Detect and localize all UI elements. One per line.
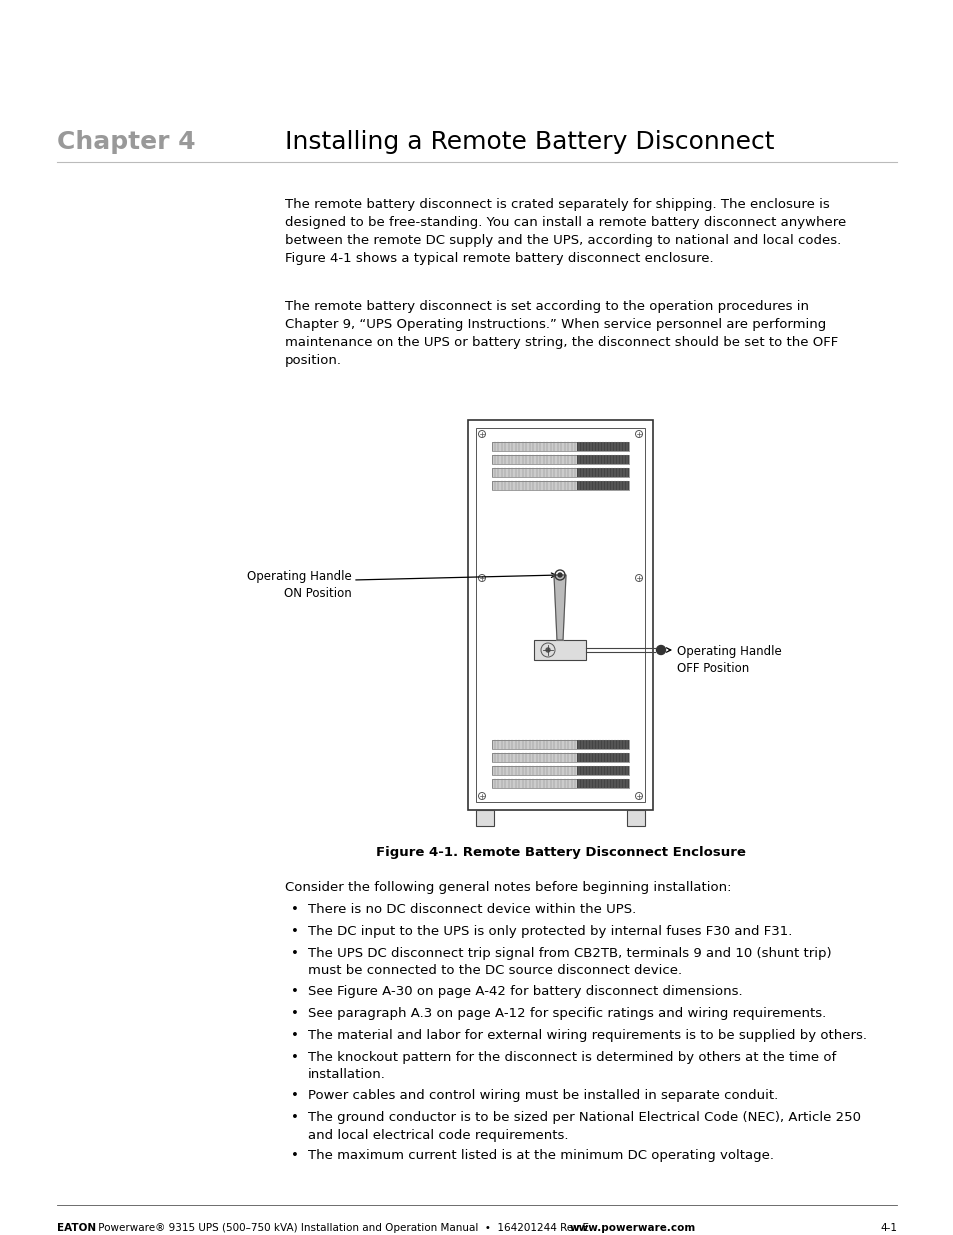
- Circle shape: [558, 573, 561, 577]
- Text: •: •: [291, 986, 298, 998]
- Text: Chapter 4: Chapter 4: [57, 130, 195, 154]
- Bar: [577, 442, 628, 451]
- Text: The UPS DC disconnect trip signal from CB2TB, terminals 9 and 10 (shunt trip)
mu: The UPS DC disconnect trip signal from C…: [308, 947, 831, 977]
- Text: Operating Handle
OFF Position: Operating Handle OFF Position: [677, 645, 781, 676]
- Bar: [492, 480, 628, 490]
- Bar: [492, 468, 628, 477]
- Text: EATON: EATON: [57, 1223, 96, 1233]
- Text: The DC input to the UPS is only protected by internal fuses F30 and F31.: The DC input to the UPS is only protecte…: [308, 925, 792, 939]
- Text: See Figure A-30 on page A-42 for battery disconnect dimensions.: See Figure A-30 on page A-42 for battery…: [308, 986, 741, 998]
- Bar: [468, 420, 652, 810]
- Bar: [492, 779, 577, 788]
- Text: The remote battery disconnect is set according to the operation procedures in
Ch: The remote battery disconnect is set acc…: [285, 300, 838, 367]
- Bar: [492, 480, 577, 490]
- Bar: [492, 779, 628, 788]
- Text: •: •: [291, 947, 298, 960]
- Bar: [577, 468, 628, 477]
- Text: •: •: [291, 925, 298, 939]
- Bar: [577, 480, 628, 490]
- Bar: [577, 454, 628, 464]
- Bar: [492, 442, 628, 451]
- Text: Operating Handle
ON Position: Operating Handle ON Position: [247, 571, 352, 600]
- Text: The ground conductor is to be sized per National Electrical Code (NEC), Article : The ground conductor is to be sized per …: [308, 1112, 861, 1141]
- Text: •: •: [291, 1089, 298, 1102]
- Bar: [492, 442, 577, 451]
- Polygon shape: [554, 576, 565, 640]
- Text: www.powerware.com: www.powerware.com: [569, 1223, 696, 1233]
- Bar: [492, 454, 577, 464]
- Bar: [492, 753, 628, 762]
- Text: •: •: [291, 1112, 298, 1124]
- Text: The maximum current listed is at the minimum DC operating voltage.: The maximum current listed is at the min…: [308, 1149, 773, 1162]
- Text: •: •: [291, 1051, 298, 1065]
- Bar: [476, 429, 644, 802]
- Text: Consider the following general notes before beginning installation:: Consider the following general notes bef…: [285, 881, 731, 894]
- Bar: [492, 753, 577, 762]
- Text: Power cables and control wiring must be installed in separate conduit.: Power cables and control wiring must be …: [308, 1089, 778, 1102]
- Bar: [492, 740, 577, 748]
- Bar: [577, 779, 628, 788]
- Bar: [577, 740, 628, 748]
- Text: 4-1: 4-1: [879, 1223, 896, 1233]
- Circle shape: [545, 648, 550, 652]
- Bar: [577, 753, 628, 762]
- Text: The knockout pattern for the disconnect is determined by others at the time of
i: The knockout pattern for the disconnect …: [308, 1051, 836, 1082]
- Text: •: •: [291, 1149, 298, 1162]
- Text: There is no DC disconnect device within the UPS.: There is no DC disconnect device within …: [308, 903, 636, 916]
- Text: •: •: [291, 1029, 298, 1042]
- Text: Figure 4-1. Remote Battery Disconnect Enclosure: Figure 4-1. Remote Battery Disconnect En…: [375, 846, 744, 860]
- Bar: [492, 468, 577, 477]
- Text: The material and labor for external wiring requirements is to be supplied by oth: The material and labor for external wiri…: [308, 1029, 866, 1042]
- Bar: [534, 640, 585, 659]
- Circle shape: [656, 646, 665, 655]
- Bar: [577, 766, 628, 776]
- Bar: [492, 766, 628, 776]
- Text: The remote battery disconnect is crated separately for shipping. The enclosure i: The remote battery disconnect is crated …: [285, 198, 845, 266]
- Bar: [492, 766, 577, 776]
- Bar: [492, 454, 628, 464]
- Text: Powerware® 9315 UPS (500–750 kVA) Installation and Operation Manual  •  16420124: Powerware® 9315 UPS (500–750 kVA) Instal…: [95, 1223, 592, 1233]
- Text: •: •: [291, 903, 298, 916]
- Bar: [626, 810, 644, 826]
- Text: See paragraph A.3 on page A-12 for specific ratings and wiring requirements.: See paragraph A.3 on page A-12 for speci…: [308, 1007, 825, 1020]
- Text: •: •: [291, 1007, 298, 1020]
- Bar: [476, 810, 494, 826]
- Text: Installing a Remote Battery Disconnect: Installing a Remote Battery Disconnect: [285, 130, 774, 154]
- Bar: [492, 740, 628, 748]
